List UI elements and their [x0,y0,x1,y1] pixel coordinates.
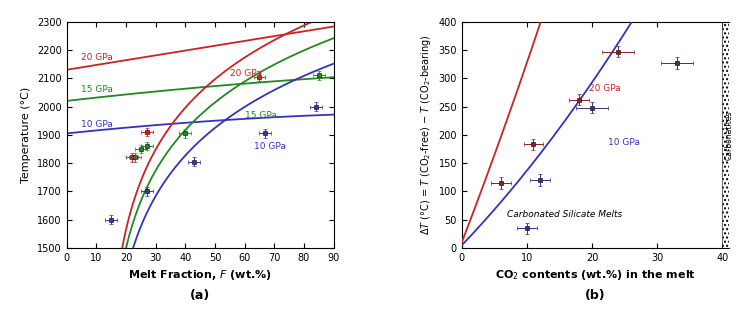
Y-axis label: Δ$T$ (°C) = $T$ (CO$_2$-free) − $T$ (CO$_2$-bearing): Δ$T$ (°C) = $T$ (CO$_2$-free) − $T$ (CO$… [419,35,433,235]
Bar [722,22,740,248]
Y-axis label: Temperature (°C): Temperature (°C) [21,87,31,183]
Title: (a): (a) [190,289,210,302]
Text: 10 GPa: 10 GPa [608,138,640,147]
Text: Carbonatites: Carbonatites [725,110,734,160]
Text: Carbonated Silicate Melts: Carbonated Silicate Melts [508,210,622,219]
Title: (b): (b) [585,289,605,302]
Text: 20 GPa: 20 GPa [589,84,621,93]
Text: 10 GPa: 10 GPa [81,120,113,129]
X-axis label: CO$_2$ contents (wt.%) in the melt: CO$_2$ contents (wt.%) in the melt [495,268,696,282]
Text: 15 GPa: 15 GPa [81,85,113,94]
Text: 10 GPa: 10 GPa [254,142,286,151]
Text: 20 GPa: 20 GPa [81,53,113,62]
Text: 15 GPa: 15 GPa [245,111,277,120]
X-axis label: Melt Fraction, $F$ (wt.%): Melt Fraction, $F$ (wt.%) [128,268,272,282]
Text: 20 GPa: 20 GPa [230,69,261,78]
